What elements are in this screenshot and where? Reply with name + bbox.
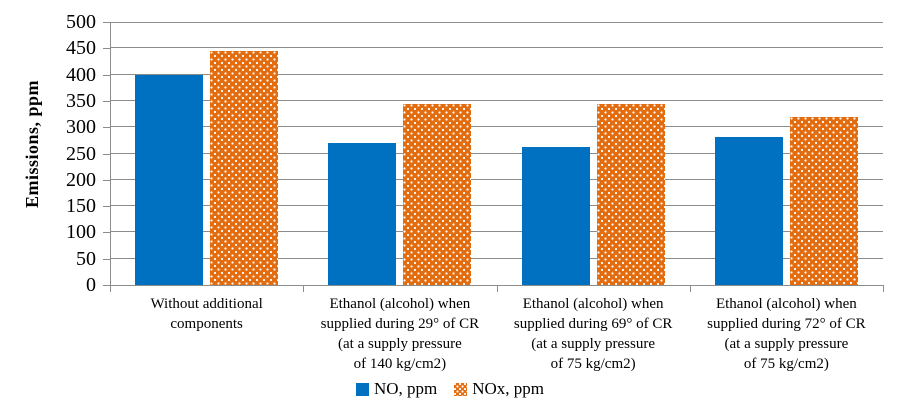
- category-label-line: (at a supply pressure: [724, 336, 849, 352]
- x-axis-tick: [110, 285, 111, 292]
- category-label-1: Ethanol (alcohol) when supplied during 29…: [303, 294, 496, 374]
- x-axis-tick: [303, 285, 304, 292]
- gridline: [110, 22, 883, 23]
- bar-nox-ppm-0: [210, 51, 279, 285]
- bar-nox-ppm-2: [596, 104, 665, 285]
- y-axis-tick: [103, 285, 111, 286]
- y-axis-tick: [103, 179, 111, 181]
- legend-swatch-nox-ppm: [454, 382, 468, 396]
- category-label-line: components: [170, 316, 243, 332]
- x-axis-category-labels: Without additional components Ethanol (alc…: [110, 294, 883, 374]
- y-axis-tick-label: 450: [66, 37, 96, 60]
- y-axis-tick-label: 400: [66, 63, 96, 86]
- category-label-2: Ethanol (alcohol) when supplied during 69…: [497, 294, 690, 374]
- y-axis-tick: [103, 258, 111, 260]
- y-axis-tick: [103, 100, 111, 102]
- bar-no-ppm-0: [135, 75, 204, 285]
- x-axis-tick: [690, 285, 691, 292]
- y-axis-tick: [103, 232, 111, 234]
- gridline: [110, 152, 883, 154]
- gridline: [110, 99, 883, 101]
- bar-no-ppm-1: [328, 143, 397, 285]
- y-axis-tick: [103, 74, 111, 76]
- legend-label-nox-ppm: NOx, ppm: [472, 379, 545, 398]
- gridline: [110, 73, 883, 75]
- category-label-0: Without additional components: [110, 294, 303, 374]
- y-axis-tick-label: 100: [66, 221, 96, 244]
- category-label-line: Ethanol (alcohol) when: [715, 296, 857, 312]
- category-label-line: supplied during 72° of CR: [707, 316, 866, 332]
- legend-item-no-ppm: NO, ppm: [355, 379, 438, 399]
- category-label-line: (at a supply pressure: [531, 336, 655, 352]
- category-label-line: (at a supply pressure: [338, 336, 462, 352]
- category-label-3: Ethanol (alcohol) when supplied during 72…: [690, 294, 883, 374]
- category-label-line: of 75 kg/cm2): [743, 356, 829, 372]
- legend-item-nox-ppm: NOx, ppm: [454, 379, 544, 399]
- plot-area: [110, 22, 883, 285]
- y-axis-tick: [103, 206, 111, 208]
- y-axis-tick-label: 0: [86, 274, 96, 296]
- y-axis-tick: [103, 153, 111, 155]
- category-label-line: supplied during 29° of CR: [320, 316, 480, 332]
- category-label-line: of 75 kg/cm2): [550, 356, 636, 372]
- y-axis-tick-label: 500: [66, 11, 96, 33]
- bar-no-ppm-2: [521, 147, 590, 285]
- gridline: [110, 205, 883, 207]
- bar-nox-ppm-3: [789, 117, 858, 285]
- category-label-line: supplied during 69° of CR: [513, 316, 673, 332]
- category-label-line: of 140 kg/cm2): [353, 356, 447, 372]
- y-axis-tick: [103, 48, 111, 50]
- y-axis-tick-label: 200: [66, 168, 96, 191]
- legend: NO, ppm NOx, ppm: [0, 379, 900, 399]
- x-axis-tick: [883, 285, 884, 292]
- category-label-line: Without additional: [150, 296, 263, 312]
- y-axis-tick-label: 300: [66, 116, 96, 139]
- legend-swatch-no-ppm: [355, 382, 369, 396]
- legend-label-no-ppm: NO, ppm: [373, 379, 438, 398]
- gridline: [110, 47, 883, 49]
- y-axis-tick: [103, 22, 111, 23]
- category-label-line: Ethanol (alcohol) when: [329, 296, 471, 312]
- y-axis-tick-label: 150: [66, 195, 96, 218]
- gridline: [110, 257, 883, 259]
- gridline: [110, 126, 883, 128]
- y-axis-tick: [103, 127, 111, 129]
- gridline: [110, 231, 883, 233]
- bar-no-ppm-3: [714, 137, 783, 285]
- bar-nox-ppm-1: [403, 104, 472, 285]
- x-axis-tick: [497, 285, 498, 292]
- y-axis-tick-label: 250: [66, 142, 96, 165]
- y-axis-tick-label: 50: [76, 247, 96, 270]
- category-label-line: Ethanol (alcohol) when: [522, 296, 664, 312]
- gridline: [110, 178, 883, 180]
- y-axis-tick-label: 350: [66, 89, 96, 112]
